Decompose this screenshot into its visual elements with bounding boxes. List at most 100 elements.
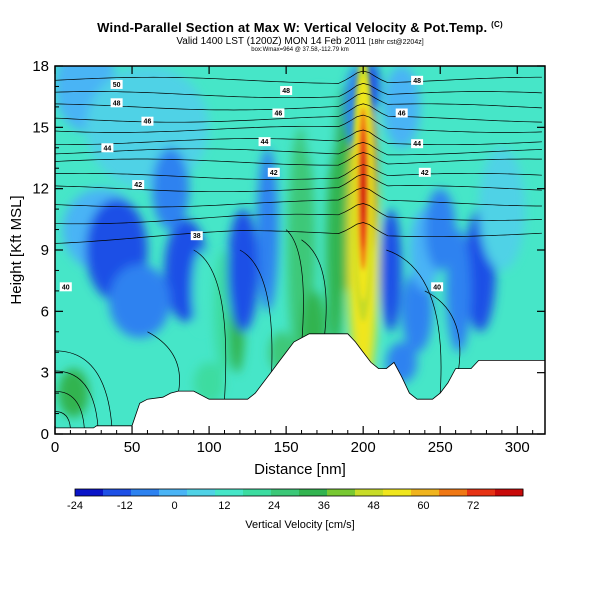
theta-label: 42: [418, 167, 431, 177]
theta-label: 40: [431, 282, 444, 292]
isentrope: [55, 173, 542, 193]
theta-label: 44: [411, 139, 424, 149]
chart-subline: box:Wmax=964 @ 37.58,-112.79 km: [251, 47, 349, 53]
plot-area: 50 48 48 48 46 46 46 44 44 44 42 42 42 38 40 40: [55, 66, 545, 434]
colorbar-tick-label: 36: [318, 500, 330, 512]
theta-label-text: 50: [113, 82, 121, 89]
y-tick-label: 18: [32, 58, 49, 75]
theta-label-text: 46: [275, 111, 283, 118]
theta-label: 50: [110, 79, 123, 89]
y-tick-label: 0: [41, 426, 49, 443]
colorbar-swatch: [243, 489, 272, 496]
theta-labels: 50 48 48 48 46 46 46 44 44 44 42 42 42 38 40 40: [59, 75, 444, 292]
isentrope: [55, 129, 542, 146]
velocity-cell: [193, 362, 225, 404]
x-tick-label: 0: [51, 439, 59, 456]
x-tick-label: 100: [197, 439, 222, 456]
isentrope: [55, 83, 542, 99]
colorbar-tick-label: 12: [218, 500, 230, 512]
isentrope: [55, 350, 113, 428]
isentrope: [55, 152, 542, 166]
theta-label: 48: [280, 86, 293, 96]
isentrope: [424, 290, 461, 369]
theta-label: 48: [411, 75, 424, 85]
isentrope: [55, 164, 542, 180]
velocity-cell: [380, 209, 402, 332]
isentrope: [55, 142, 542, 156]
colorbar-tick-label: -12: [117, 500, 133, 512]
isentrope: [55, 222, 542, 244]
velocity-cell: [108, 264, 171, 338]
theta-label-text: 48: [282, 88, 290, 95]
velocity-cell: [192, 250, 211, 332]
isentrope: [239, 249, 273, 390]
colorbar-swatch: [103, 489, 132, 496]
colorbar-tick-label: -24: [67, 500, 83, 512]
colorbar-swatch: [75, 489, 104, 496]
x-axis-title: Distance [nm]: [254, 461, 346, 478]
theta-label-text: 44: [261, 139, 269, 146]
theta-label-text: 46: [398, 111, 406, 118]
colorbar-swatch: [159, 489, 188, 496]
theta-label-text: 46: [144, 119, 152, 126]
colorbar-swatch: [327, 489, 356, 496]
theta-label-text: 38: [193, 233, 201, 240]
velocity-cell: [227, 209, 259, 332]
theta-label-text: 44: [103, 145, 111, 152]
colorbar-swatch: [355, 489, 384, 496]
velocity-cell: [58, 368, 89, 418]
isentrope: [147, 331, 180, 394]
x-axis: 0 50 100 150 200 250 300: [51, 66, 534, 456]
colorbar-swatch: [439, 489, 468, 496]
colorbar-tick-label: 0: [171, 500, 177, 512]
velocity-cell: [256, 147, 279, 312]
colorbar-tick-label: 72: [467, 500, 479, 512]
theta-label: 42: [132, 180, 145, 190]
x-tick-label: 250: [428, 439, 453, 456]
colorbar-swatch: [383, 489, 412, 496]
colorbar-swatch: [411, 489, 440, 496]
colorbar-swatch: [271, 489, 300, 496]
colorbar-swatch: [131, 489, 160, 496]
isentrope: [55, 370, 99, 428]
colorbar-swatch: [467, 489, 496, 496]
y-tick-label: 12: [32, 181, 49, 198]
colorbar-tick-label: 48: [368, 500, 380, 512]
colorbar: -24 -12 0 12 24 36 48 60 72: [67, 488, 524, 512]
theta-label: 46: [141, 116, 154, 126]
isentrope: [55, 70, 542, 84]
x-tick-label: 150: [274, 439, 299, 456]
isentrope: [55, 103, 542, 123]
theta-label: 46: [395, 108, 408, 118]
x-tick-label: 300: [505, 439, 530, 456]
colorbar-swatch: [215, 489, 244, 496]
theta-label: 44: [101, 143, 114, 153]
colorbar-swatch: [495, 489, 524, 496]
velocity-cell: [478, 147, 525, 271]
y-tick-label: 9: [41, 242, 49, 259]
x-tick-label: 200: [351, 439, 376, 456]
terrain: [55, 333, 545, 434]
isentrope: [301, 239, 327, 334]
y-tick-label: 6: [41, 303, 49, 320]
chart-title: Wind-Parallel Section at Max W: Vertical…: [97, 20, 503, 35]
theta-label-text: 44: [413, 141, 421, 148]
theta-label: 42: [267, 167, 280, 177]
velocity-cell: [85, 66, 210, 189]
colorbar-frame: [74, 488, 524, 497]
chart-valid-time: Valid 1400 LST (1200Z) MON 14 Feb 2011 […: [176, 36, 424, 47]
velocity-cell: [304, 86, 336, 169]
theta-label-text: 42: [270, 170, 278, 177]
colorbar-tick-label: 60: [417, 500, 429, 512]
theta-label: 38: [190, 231, 203, 241]
theta-label-text: 48: [113, 100, 121, 107]
velocity-cell: [424, 188, 456, 271]
theta-label: 40: [59, 282, 72, 292]
y-tick-label: 15: [32, 119, 49, 136]
isentrope: [285, 229, 304, 347]
x-tick-label: 50: [124, 439, 141, 456]
theta-label: 48: [110, 98, 123, 108]
theta-label: 44: [258, 137, 271, 147]
isentrope: [55, 187, 542, 208]
